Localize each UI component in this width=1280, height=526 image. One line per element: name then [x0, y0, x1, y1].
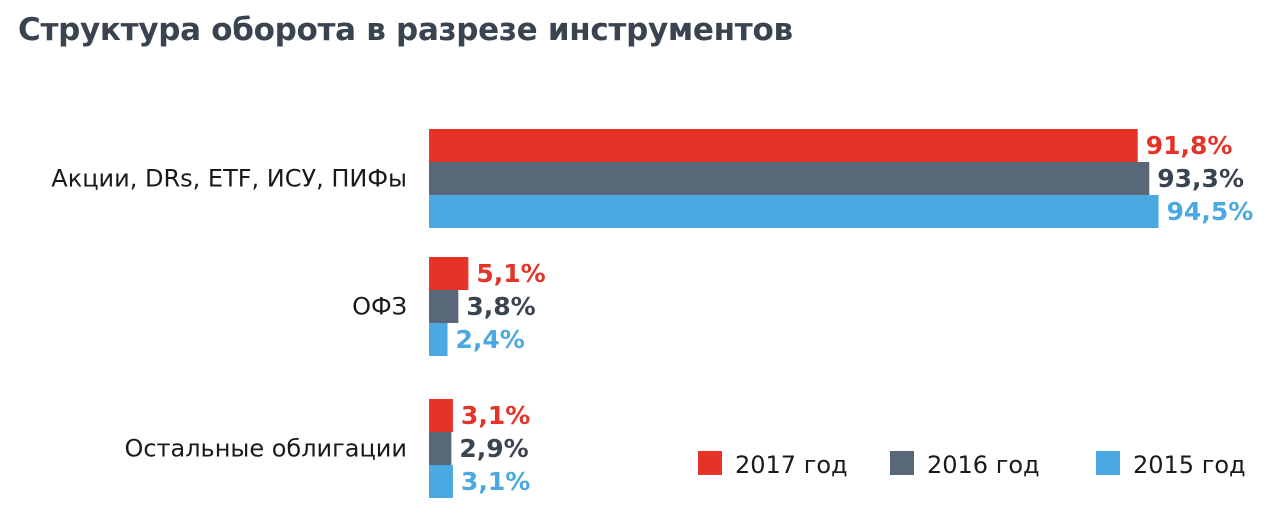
legend-label: 2015 год: [1133, 451, 1246, 479]
value-label: 94,5%: [1167, 197, 1254, 226]
bar: [429, 399, 453, 432]
bar: [429, 162, 1150, 195]
bar: [429, 465, 453, 498]
value-label: 2,4%: [456, 325, 525, 354]
bar: [429, 432, 452, 465]
category-label: Акции, DRs, ETF, ИСУ, ПИФы: [51, 165, 407, 193]
value-label: 3,1%: [461, 467, 530, 496]
value-label: 3,8%: [466, 292, 535, 321]
legend-swatch: [1096, 451, 1120, 475]
legend-label: 2016 год: [927, 451, 1040, 479]
value-label: 2,9%: [459, 434, 528, 463]
legend-swatch: [890, 451, 914, 475]
bar: [429, 290, 459, 323]
bar: [429, 323, 448, 356]
category-label: Остальные облигации: [124, 435, 407, 463]
value-label: 93,3%: [1157, 164, 1244, 193]
category-label: ОФЗ: [352, 293, 407, 321]
value-label: 3,1%: [461, 401, 530, 430]
bar: [429, 195, 1159, 228]
value-label: 5,1%: [476, 259, 545, 288]
bar: [429, 257, 469, 290]
bar: [429, 129, 1138, 162]
legend-label: 2017 год: [735, 451, 848, 479]
legend-swatch: [698, 451, 722, 475]
chart-title: Структура оборота в разрезе инструментов: [18, 12, 793, 48]
value-label: 91,8%: [1146, 131, 1233, 160]
